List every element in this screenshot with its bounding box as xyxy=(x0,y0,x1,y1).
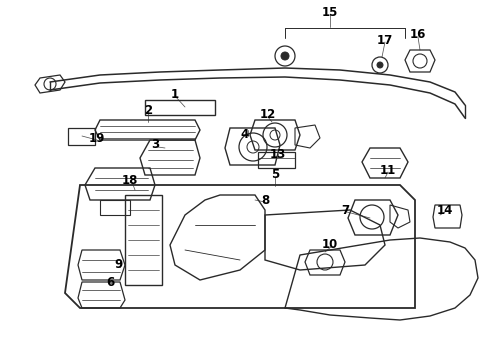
Text: 2: 2 xyxy=(144,104,152,117)
Text: 11: 11 xyxy=(380,163,396,176)
Text: 6: 6 xyxy=(106,275,114,288)
Text: 13: 13 xyxy=(270,148,286,162)
Circle shape xyxy=(281,52,289,60)
Text: 4: 4 xyxy=(241,129,249,141)
Text: 12: 12 xyxy=(260,108,276,122)
Text: 3: 3 xyxy=(151,139,159,152)
Circle shape xyxy=(377,62,383,68)
Text: 18: 18 xyxy=(122,174,138,186)
Text: 5: 5 xyxy=(271,168,279,181)
Text: 8: 8 xyxy=(261,194,269,207)
Text: 7: 7 xyxy=(341,203,349,216)
Text: 9: 9 xyxy=(114,258,122,271)
Text: 10: 10 xyxy=(322,238,338,252)
Text: 16: 16 xyxy=(410,28,426,41)
Text: 1: 1 xyxy=(171,89,179,102)
Text: 17: 17 xyxy=(377,33,393,46)
Text: 15: 15 xyxy=(322,5,338,18)
Text: 19: 19 xyxy=(89,131,105,144)
Text: 14: 14 xyxy=(437,203,453,216)
